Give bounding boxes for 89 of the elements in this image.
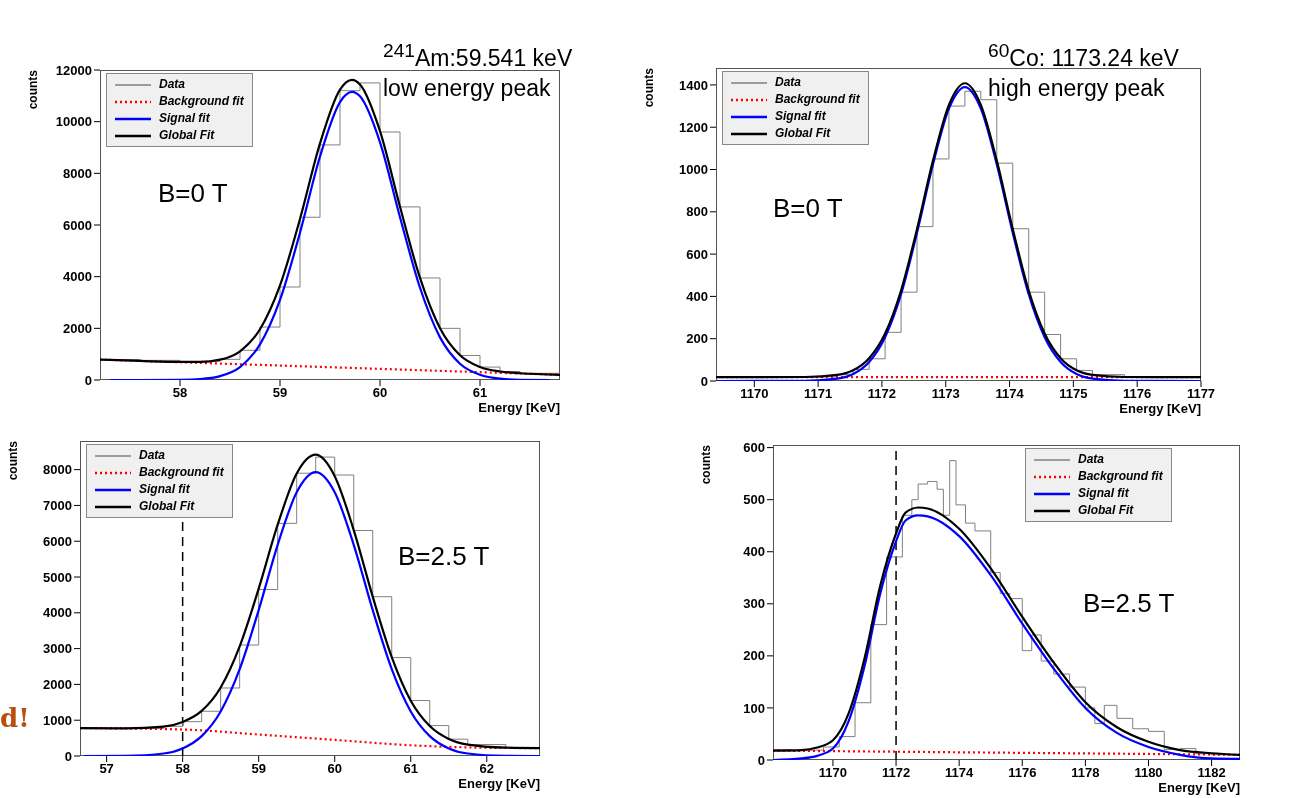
annotation: B=0 T bbox=[158, 178, 228, 209]
legend-label: Background fit bbox=[139, 464, 224, 481]
y-axis-title: counts bbox=[642, 68, 656, 108]
x-axis-title: Energy [KeV] bbox=[457, 776, 540, 791]
legend-label: Background fit bbox=[775, 91, 860, 108]
chart-title: $^{241}$Am:59.541 keV bbox=[383, 40, 573, 71]
x-tick-label: 60 bbox=[372, 385, 388, 401]
legend-label: Data bbox=[775, 74, 802, 91]
x-axis-title: Energy [KeV] bbox=[477, 400, 560, 415]
y-tick-label: 500 bbox=[743, 492, 765, 508]
y-tick-label: 400 bbox=[743, 544, 765, 560]
x-tick-label: 1172 bbox=[867, 386, 897, 402]
x-tick-label: 1178 bbox=[1071, 765, 1100, 781]
x-tick-label: 59 bbox=[251, 761, 266, 777]
x-tick-label: 57 bbox=[99, 761, 114, 777]
y-tick-label: 3000 bbox=[43, 641, 72, 657]
chart-title: $^{60}$Co: 1173.24 keV bbox=[988, 39, 1180, 73]
legend-label: Global Fit bbox=[775, 125, 831, 142]
legend-label: Signal fit bbox=[139, 481, 190, 498]
x-axis-title: Energy [KeV] bbox=[1118, 401, 1201, 416]
x-tick-label: 1170 bbox=[818, 765, 848, 781]
y-tick-label: 800 bbox=[686, 204, 708, 220]
y-tick-label: 600 bbox=[743, 440, 765, 456]
y-tick-label: 400 bbox=[686, 289, 708, 305]
x-tick-label: 61 bbox=[472, 385, 488, 401]
x-tick-label: 58 bbox=[172, 385, 188, 401]
legend-label: Global Fit bbox=[159, 127, 215, 144]
legend-label: Data bbox=[139, 447, 166, 464]
legend-label: Background fit bbox=[1078, 468, 1163, 485]
y-tick-label: 7000 bbox=[43, 498, 72, 514]
x-tick-label: 1170 bbox=[740, 386, 769, 402]
y-tick-label: 2000 bbox=[63, 320, 92, 336]
y-axis-title: counts bbox=[699, 445, 713, 485]
y-tick-label: 1000 bbox=[679, 162, 708, 178]
y-axis-title: counts bbox=[26, 70, 40, 110]
y-tick-label: 4000 bbox=[63, 269, 92, 285]
y-tick-label: 200 bbox=[686, 331, 708, 347]
legend-label: Signal fit bbox=[775, 108, 826, 125]
legend-label: Background fit bbox=[159, 93, 244, 110]
y-tick-label: 0 bbox=[700, 373, 708, 389]
legend-label: Global Fit bbox=[139, 498, 195, 515]
annotation: B=2.5 T bbox=[1083, 588, 1175, 619]
x-axis-title: Energy [KeV] bbox=[1157, 780, 1240, 795]
legend-label: Data bbox=[1078, 451, 1105, 468]
y-tick-label: 1400 bbox=[679, 77, 708, 93]
y-tick-label: 200 bbox=[743, 648, 765, 664]
x-tick-label: 1182 bbox=[1197, 765, 1226, 781]
annotation: B=0 T bbox=[773, 193, 843, 224]
y-tick-label: 0 bbox=[757, 752, 765, 768]
y-axis-title: counts bbox=[6, 441, 20, 481]
y-tick-label: 1000 bbox=[43, 712, 72, 728]
y-tick-label: 100 bbox=[743, 700, 765, 716]
x-tick-label: 62 bbox=[479, 761, 495, 777]
y-tick-label: 4000 bbox=[43, 605, 72, 621]
legend-label: Data bbox=[159, 76, 186, 93]
y-tick-label: 12000 bbox=[55, 62, 92, 78]
x-tick-label: 1176 bbox=[1123, 386, 1152, 402]
y-tick-label: 6000 bbox=[43, 533, 72, 549]
text: d! bbox=[0, 703, 30, 733]
x-tick-label: 1173 bbox=[931, 386, 960, 402]
x-tick-label: 59 bbox=[272, 385, 288, 401]
x-tick-label: 1177 bbox=[1186, 386, 1216, 402]
x-tick-label: 1180 bbox=[1134, 765, 1163, 781]
legend-label: Signal fit bbox=[1078, 485, 1129, 502]
y-tick-label: 1200 bbox=[679, 119, 708, 135]
y-tick-label: 8000 bbox=[63, 165, 92, 181]
chart-subtitle: high energy peak bbox=[988, 73, 1166, 103]
x-tick-label: 58 bbox=[175, 761, 190, 777]
y-tick-label: 0 bbox=[84, 372, 92, 388]
x-tick-label: 1174 bbox=[945, 765, 975, 781]
x-tick-label: 61 bbox=[403, 761, 418, 777]
x-tick-label: 60 bbox=[327, 761, 342, 777]
y-tick-label: 300 bbox=[743, 596, 765, 612]
annotation: B=2.5 T bbox=[398, 541, 490, 572]
y-tick-label: 5000 bbox=[43, 569, 72, 585]
x-tick-label: 1171 bbox=[804, 386, 833, 402]
x-tick-label: 1175 bbox=[1059, 386, 1088, 402]
legend-label: Global Fit bbox=[1078, 502, 1134, 519]
x-tick-label: 1174 bbox=[995, 386, 1025, 402]
x-tick-label: 1172 bbox=[881, 765, 911, 781]
y-tick-label: 600 bbox=[686, 246, 708, 262]
chart-subtitle: low energy peak bbox=[383, 74, 551, 101]
y-tick-label: 2000 bbox=[43, 677, 72, 693]
legend-label: Signal fit bbox=[159, 110, 210, 127]
y-tick-label: 6000 bbox=[63, 217, 92, 233]
y-tick-label: 8000 bbox=[43, 462, 72, 478]
y-tick-label: 0 bbox=[64, 748, 72, 764]
x-tick-label: 1176 bbox=[1008, 765, 1037, 781]
y-tick-label: 10000 bbox=[55, 114, 92, 130]
